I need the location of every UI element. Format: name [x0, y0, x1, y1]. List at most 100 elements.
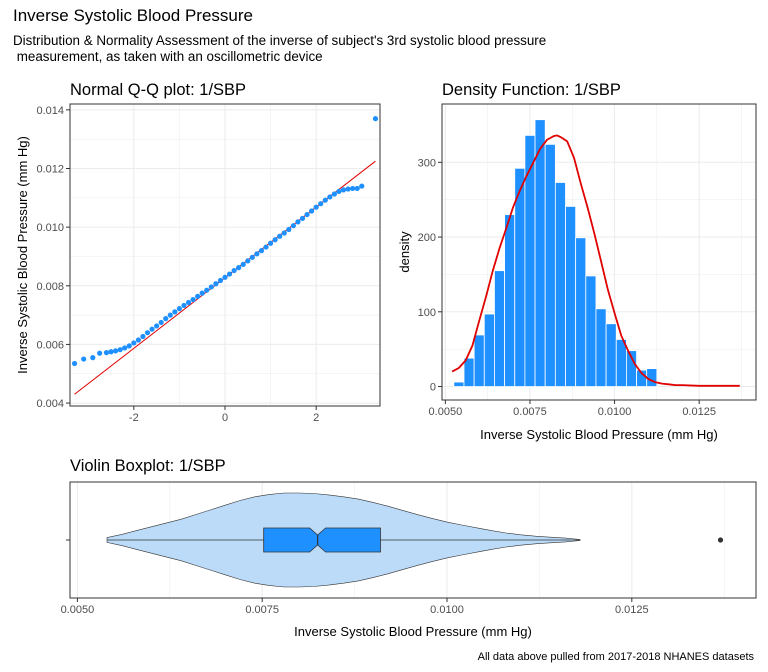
qq-point — [240, 261, 246, 267]
density-bar — [534, 119, 546, 387]
density-x-tick-label: 0.0125 — [682, 406, 716, 418]
density-bar — [626, 350, 637, 387]
qq-point — [144, 330, 151, 336]
qq-point — [163, 316, 169, 322]
density-bar — [585, 275, 597, 387]
violin-boxplot — [106, 527, 724, 553]
qq-y-tick-label: 0.010 — [36, 222, 64, 234]
qq-point — [245, 258, 251, 264]
density-bar — [565, 206, 577, 387]
qq-point — [140, 333, 146, 340]
qq-point — [277, 233, 283, 239]
density-bar — [494, 270, 505, 387]
qq-point — [254, 251, 260, 257]
density-bar — [483, 313, 495, 387]
violin-notched-box — [263, 527, 381, 553]
density-panel-border — [441, 103, 757, 401]
qq-point — [135, 337, 141, 343]
qq-point — [172, 309, 178, 315]
qq-point — [295, 219, 301, 225]
qq-point — [327, 194, 333, 200]
qq-point — [281, 230, 287, 236]
violin-plot-title: Violin Boxplot: 1/SBP — [70, 457, 226, 475]
qq-point — [181, 302, 187, 309]
qq-point — [222, 274, 228, 280]
qq-point — [154, 323, 160, 329]
density-bar — [453, 381, 465, 387]
figure-title: Inverse Systolic Blood Pressure — [13, 6, 253, 25]
density-y-tick-label: 100 — [418, 307, 436, 319]
qq-point — [71, 360, 78, 367]
qq-point — [103, 350, 110, 356]
density-bar — [605, 323, 617, 387]
density-bar — [615, 339, 627, 387]
qq-point — [359, 183, 365, 189]
qq-point — [117, 347, 123, 353]
qq-plot-panel: Normal Q-Q plot: 1/SBP -2 0 2 0.004 0.006 0.0… — [15, 81, 381, 424]
qq-point — [263, 244, 269, 250]
qq-point — [290, 223, 296, 229]
qq-point — [249, 254, 255, 260]
qq-point — [112, 348, 119, 354]
density-curve-line — [451, 134, 740, 387]
qq-point — [126, 343, 132, 349]
qq-point — [231, 267, 237, 274]
density-curve — [451, 134, 740, 387]
qq-x-tick-label: -2 — [129, 412, 139, 424]
qq-point — [286, 226, 292, 233]
violin-axes: 0.0050 0.0075 0.0100 0.0125 — [61, 539, 649, 616]
density-x-tick-label: 0.0050 — [429, 406, 463, 418]
qq-point — [81, 356, 87, 362]
density-x-tick-label: 0.0075 — [513, 406, 547, 418]
qq-point — [158, 319, 164, 326]
qq-plot-title: Normal Q-Q plot: 1/SBP — [70, 81, 246, 99]
qq-point — [340, 187, 347, 193]
violin-plot-panel: Violin Boxplot: 1/SBP 0.0050 0.0075 0.0100… — [61, 457, 757, 639]
qq-point — [372, 116, 379, 122]
density-y-tick-label: 0 — [430, 382, 436, 394]
violin-x-tick-label: 0.0125 — [615, 604, 649, 616]
qq-point — [199, 290, 205, 296]
density-bar — [524, 134, 536, 387]
qq-point — [176, 306, 183, 312]
qq-points — [71, 116, 379, 367]
density-plot-panel: Density Function: 1/SBP 0.0050 0.0075 0.01… — [397, 81, 757, 442]
qq-point — [331, 191, 338, 197]
density-y-axis-label: density — [397, 231, 412, 273]
qq-point — [195, 293, 201, 299]
qq-point — [122, 345, 128, 351]
density-bar — [504, 214, 516, 387]
qq-point — [336, 188, 342, 194]
density-bar — [544, 143, 556, 387]
qq-point — [309, 208, 315, 214]
qq-point — [208, 284, 214, 290]
violin-x-tick-label: 0.0075 — [245, 604, 279, 616]
violin-outlier-point — [717, 537, 724, 543]
qq-point — [313, 204, 319, 210]
qq-grid — [70, 104, 380, 406]
qq-point — [354, 185, 360, 192]
qq-point — [226, 271, 233, 277]
qq-point — [185, 299, 192, 306]
qq-y-tick-label: 0.012 — [36, 164, 64, 176]
density-bar — [473, 334, 485, 387]
qq-y-tick-label: 0.006 — [36, 339, 64, 351]
qq-point — [90, 355, 96, 361]
qq-y-tick-label: 0.014 — [36, 105, 64, 117]
violin-x-tick-label: 0.0050 — [61, 604, 95, 616]
qq-point — [267, 240, 274, 246]
qq-point — [213, 281, 219, 287]
density-x-axis-label: Inverse Systolic Blood Pressure (mm Hg) — [480, 427, 718, 442]
qq-axes: -2 0 2 0.004 0.006 0.008 0.010 0.012 0.014 — [36, 105, 319, 424]
density-y-tick-label: 300 — [418, 157, 436, 169]
qq-point — [108, 349, 114, 355]
violin-x-tick-label: 0.0100 — [430, 604, 464, 616]
qq-y-tick-label: 0.008 — [36, 281, 64, 293]
qq-point — [345, 186, 351, 192]
qq-point — [272, 237, 278, 243]
qq-point — [131, 340, 137, 346]
violin-x-axis-label: Inverse Systolic Blood Pressure (mm Hg) — [294, 624, 532, 639]
qq-point — [204, 287, 210, 293]
density-bar — [595, 308, 607, 387]
qq-point — [236, 265, 242, 271]
